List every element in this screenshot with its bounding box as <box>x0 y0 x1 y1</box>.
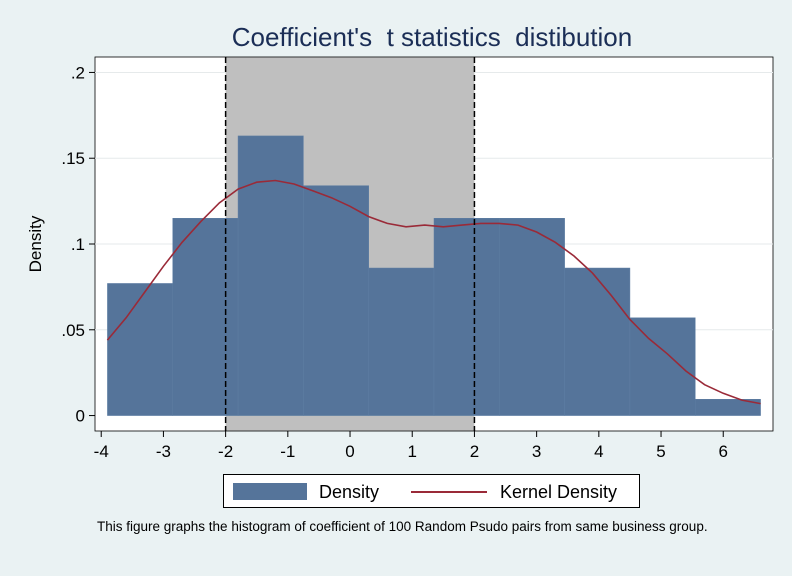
x-tick-label: 0 <box>345 442 354 461</box>
histogram-bar <box>629 317 696 416</box>
histogram-bar <box>172 218 239 416</box>
x-tick-label: 6 <box>719 442 728 461</box>
x-tick-label: 1 <box>407 442 416 461</box>
histogram-bar <box>433 218 500 416</box>
legend-kernel-line <box>411 491 487 493</box>
y-tick-label: .1 <box>71 235 85 254</box>
reference-lines <box>224 57 476 431</box>
histogram-bar <box>368 267 435 416</box>
legend-density-label: Density <box>319 482 380 502</box>
legend-kernel-label: Kernel Density <box>500 482 618 502</box>
y-axis-label: Density <box>26 215 45 272</box>
x-axis: -4 -3 -2 -1 0 1 2 3 4 5 6 <box>94 431 728 461</box>
y-tick-label: .05 <box>61 321 85 340</box>
figure-caption: This figure graphs the histogram of coef… <box>97 519 708 534</box>
x-tick-label: 3 <box>532 442 541 461</box>
x-tick-label: -2 <box>218 442 233 461</box>
histogram-bar <box>694 399 761 416</box>
y-tick-label: 0 <box>76 407 85 426</box>
x-tick-label: -3 <box>156 442 171 461</box>
kernel-density-path <box>106 179 761 405</box>
histogram-bar <box>107 283 174 416</box>
histogram-bar <box>564 267 631 416</box>
legend-density-swatch <box>233 483 307 500</box>
y-tick-label: .15 <box>61 149 85 168</box>
histogram-bar <box>499 218 565 416</box>
y-tick-label: .2 <box>71 63 85 82</box>
x-tick-label: -4 <box>94 442 109 461</box>
x-tick-label: 4 <box>594 442 603 461</box>
legend: Density Kernel Density <box>223 474 640 508</box>
y-axis: 0 .05 .1 .15 .2 <box>61 63 95 426</box>
histogram-bar <box>303 185 369 416</box>
x-tick-label: 2 <box>470 442 479 461</box>
kernel-density-line <box>106 179 761 405</box>
histogram-bar <box>237 135 304 416</box>
x-tick-label: -1 <box>280 442 295 461</box>
histogram-bars <box>107 135 761 416</box>
chart-title: Coefficient's t statistics distibution <box>232 22 632 52</box>
x-tick-label: 5 <box>656 442 665 461</box>
